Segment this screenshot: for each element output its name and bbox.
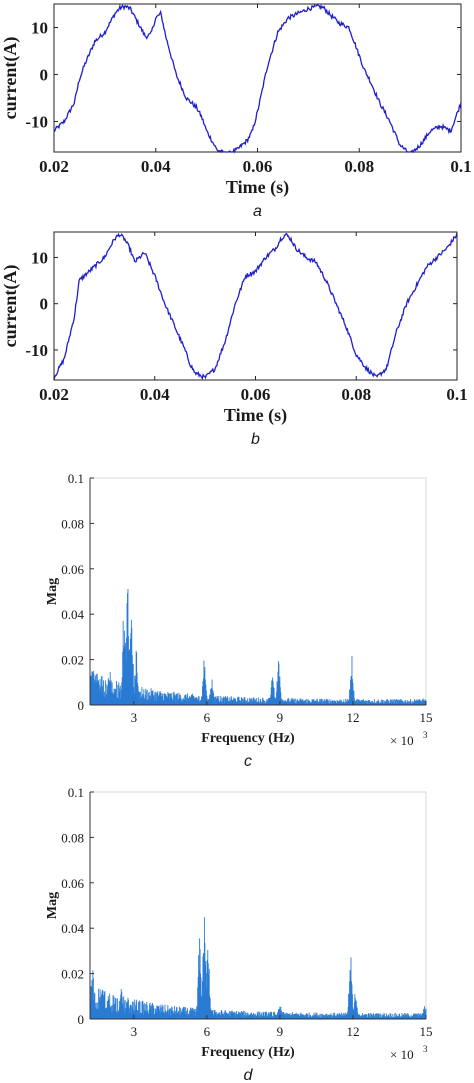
x-tick-label: 0.04 bbox=[141, 157, 171, 176]
y-tick-label: 0 bbox=[40, 295, 49, 314]
x-tick-label: 9 bbox=[277, 1024, 284, 1039]
x-multiplier: × 10 bbox=[390, 1047, 414, 1062]
x-tick-label: 0.02 bbox=[39, 157, 69, 176]
panel-label: b bbox=[251, 431, 260, 448]
y-axis-title: Mag bbox=[45, 892, 60, 919]
y-tick-label: 0.04 bbox=[61, 921, 84, 936]
x-tick-label: 0.06 bbox=[241, 385, 271, 404]
x-tick-label: 0.08 bbox=[341, 385, 371, 404]
y-tick-label: 0.02 bbox=[61, 967, 84, 982]
y-axis-title: current(A) bbox=[0, 37, 21, 120]
y-tick-label: 0 bbox=[78, 1012, 85, 1027]
x-axis-title: Time (s) bbox=[226, 177, 289, 198]
y-tick-label: 0.02 bbox=[61, 653, 84, 668]
plot-frame bbox=[89, 791, 427, 1020]
x-tick-label: 3 bbox=[131, 1024, 138, 1039]
x-axis-title: Frequency (Hz) bbox=[201, 1045, 295, 1060]
chart-d: 3 6 9 12 15 0 0.02 0.04 0.06 0.08 0.1 Frequency (Hz… bbox=[45, 785, 433, 1083]
chart-c: 3 6 9 12 15 0 0.02 0.04 0.06 0.08 0.1 Frequency (Hz… bbox=[45, 471, 433, 770]
x-axis-title: Frequency (Hz) bbox=[201, 731, 295, 746]
x-tick-label: 9 bbox=[277, 710, 284, 725]
y-tick-label: 0.08 bbox=[61, 516, 84, 531]
current-waveform-line bbox=[53, 3, 462, 154]
chart-a: 0.02 0.04 0.06 0.08 0.1 -10 0 10 Time (s) current… bbox=[0, 3, 472, 220]
y-tick-label: 0.06 bbox=[61, 876, 84, 891]
current-waveform-line bbox=[53, 232, 458, 381]
plot-frame bbox=[53, 3, 462, 153]
y-tick-label: 0.1 bbox=[68, 785, 84, 800]
x-tick-label: 15 bbox=[420, 1024, 433, 1039]
x-tick-label: 12 bbox=[346, 1024, 359, 1039]
y-tick-label: 0.06 bbox=[61, 562, 84, 577]
panel-label: a bbox=[253, 203, 262, 220]
plot-frame bbox=[89, 477, 427, 706]
x-multiplier-exponent: 3 bbox=[423, 1044, 428, 1054]
x-tick-label: 15 bbox=[420, 710, 433, 725]
y-tick-label: 0.08 bbox=[61, 830, 84, 845]
y-tick-label: -10 bbox=[25, 112, 48, 131]
x-tick-label: 0.04 bbox=[140, 385, 170, 404]
y-tick-label: 10 bbox=[31, 248, 48, 267]
y-tick-label: 0.1 bbox=[68, 471, 84, 486]
x-tick-label: 0.02 bbox=[39, 385, 69, 404]
x-tick-label: 6 bbox=[204, 710, 211, 725]
x-tick-label: 0.08 bbox=[344, 157, 374, 176]
plot-frame bbox=[53, 231, 458, 381]
x-tick-label: 0.1 bbox=[446, 385, 467, 404]
panel-label: c bbox=[244, 753, 252, 770]
x-tick-label: 0.06 bbox=[243, 157, 273, 176]
y-tick-label: 0 bbox=[40, 65, 49, 84]
spectrum-bars bbox=[89, 917, 427, 1019]
y-tick-label: 10 bbox=[31, 18, 48, 37]
y-tick-label: 0 bbox=[78, 698, 85, 713]
y-axis-title: current(A) bbox=[0, 265, 21, 348]
y-tick-label: -10 bbox=[25, 341, 48, 360]
chart-b: 0.02 0.04 0.06 0.08 0.1 -10 0 10 Time (s) current… bbox=[0, 231, 468, 448]
x-tick-label: 12 bbox=[346, 710, 359, 725]
y-axis-title: Mag bbox=[45, 578, 60, 605]
panel-label: d bbox=[244, 1067, 254, 1083]
x-axis-title: Time (s) bbox=[224, 405, 287, 426]
x-tick-label: 0.1 bbox=[450, 157, 471, 176]
y-tick-label: 0.04 bbox=[61, 607, 84, 622]
x-multiplier-exponent: 3 bbox=[423, 730, 428, 740]
x-tick-label: 3 bbox=[131, 710, 138, 725]
x-tick-label: 6 bbox=[204, 1024, 211, 1039]
x-multiplier: × 10 bbox=[390, 733, 414, 748]
